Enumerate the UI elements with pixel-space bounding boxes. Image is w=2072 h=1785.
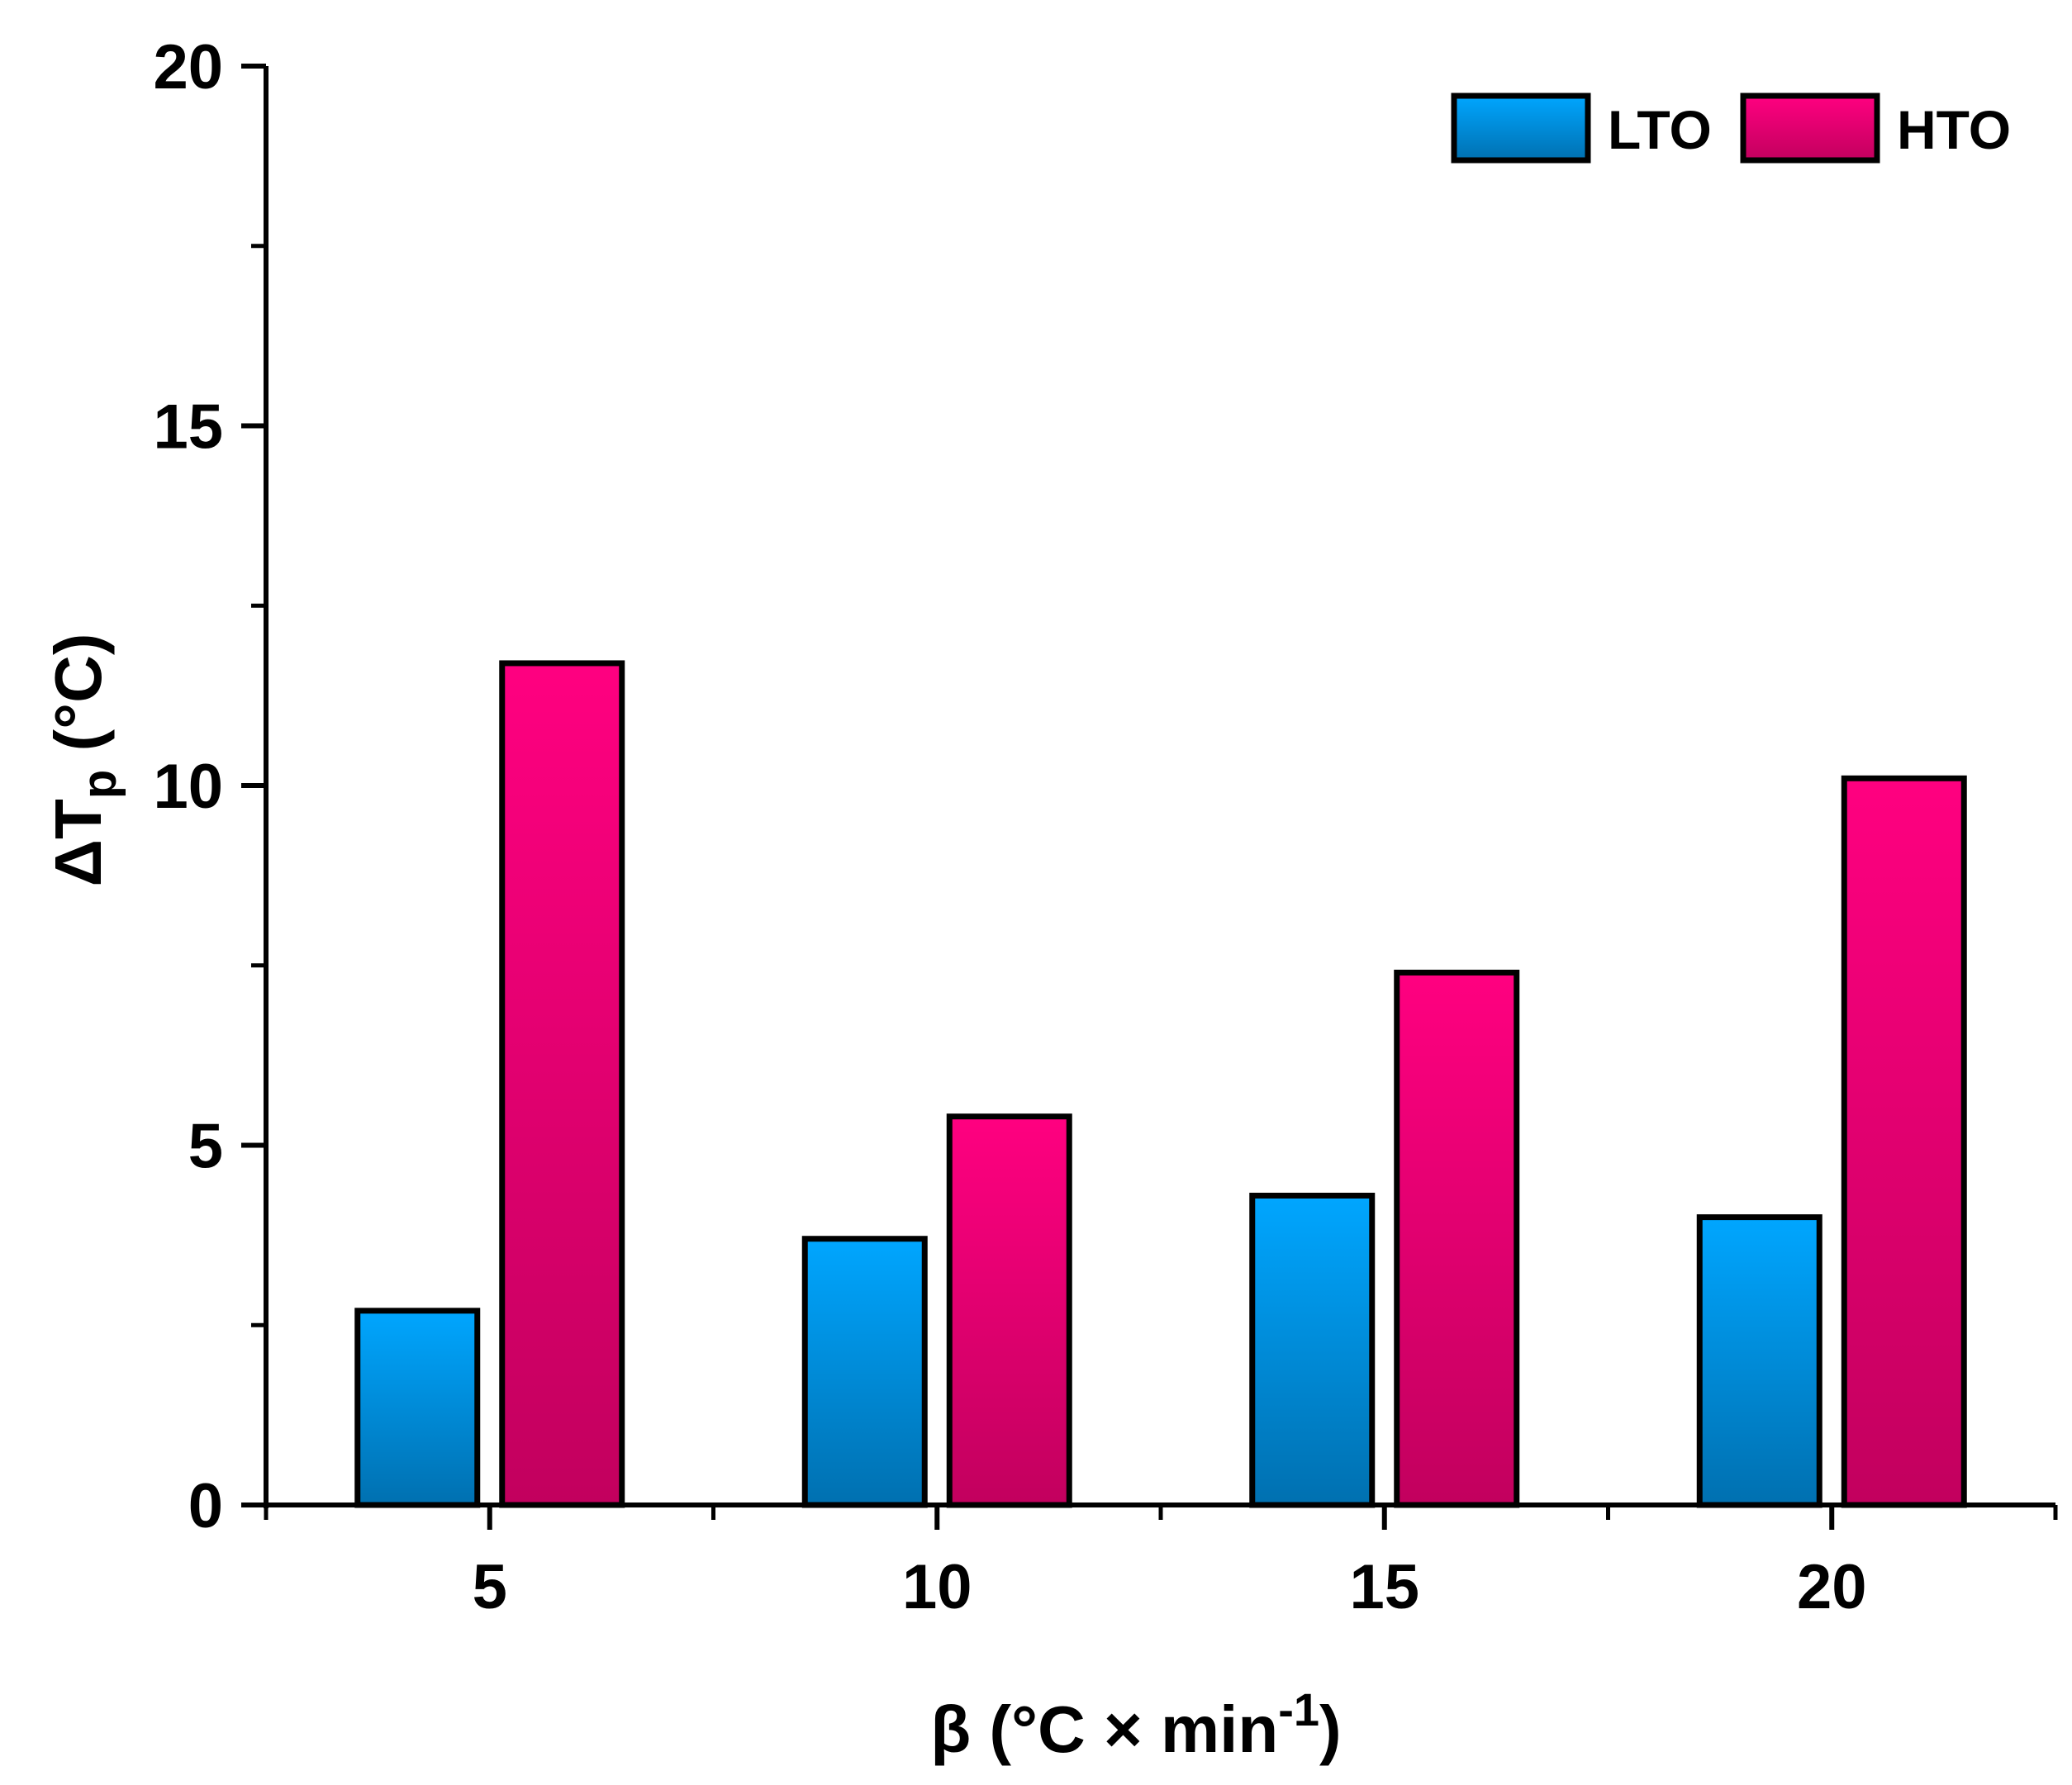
legend-swatch-hto	[1740, 93, 1880, 164]
legend-swatch-lto	[1451, 93, 1591, 164]
x-axis-title: β (°C × min-1)	[930, 1683, 1341, 1766]
y-tick-label: 5	[188, 1112, 223, 1182]
y-axis-title-subscript: p	[73, 770, 126, 799]
y-axis-title-main: ΔT	[41, 799, 115, 887]
legend-label-hto: HTO	[1897, 99, 2011, 160]
bar-hto-10	[946, 1113, 1072, 1508]
x-axis-title-main: β (°C × min	[930, 1692, 1278, 1766]
x-tick-label: 20	[1797, 1552, 1867, 1622]
bar-hto-15	[1394, 969, 1520, 1508]
y-tick-label: 0	[188, 1471, 223, 1541]
bar-lto-20	[1696, 1214, 1823, 1508]
bar-lto-5	[354, 1308, 481, 1508]
ticks: 0 5 10 15 20 5 10 15 20	[153, 32, 2058, 1622]
y-axis-title-unit: (°C)	[41, 633, 115, 769]
x-tick-label: 5	[473, 1552, 507, 1622]
bars-group	[354, 660, 1967, 1508]
y-tick-label: 20	[153, 32, 223, 102]
legend: LTO HTO	[1451, 93, 2011, 164]
bar-lto-15	[1249, 1192, 1376, 1508]
y-tick-label: 15	[153, 392, 223, 463]
bar-hto-20	[1841, 775, 1967, 1508]
legend-label-lto: LTO	[1608, 99, 1712, 160]
x-tick-label: 10	[902, 1552, 972, 1622]
x-tick-label: 15	[1349, 1552, 1419, 1622]
bar-lto-10	[801, 1236, 928, 1508]
x-axis-title-end: )	[1319, 1692, 1342, 1766]
x-axis-title-superscript: -1	[1278, 1683, 1319, 1735]
bar-hto-5	[499, 660, 625, 1508]
y-tick-label: 10	[153, 752, 223, 822]
y-axis-title: ΔTp (°C)	[41, 633, 126, 886]
